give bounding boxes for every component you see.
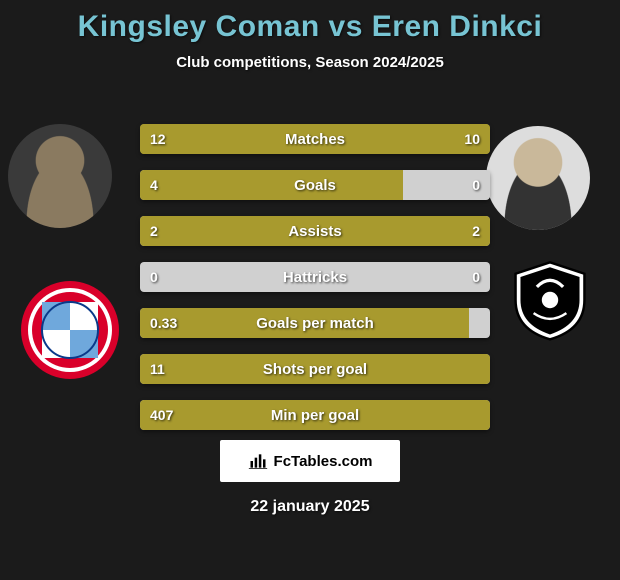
bar-chart-icon	[248, 451, 268, 471]
bar-background	[140, 262, 490, 292]
bar-fill-right	[315, 216, 490, 246]
player-right-photo	[486, 126, 590, 230]
comparison-card: Kingsley Coman vs Eren Dinkci Club compe…	[0, 0, 620, 580]
footer-date: 22 january 2025	[0, 498, 620, 516]
stat-row: 11Shots per goal	[140, 354, 490, 384]
freiburg-logo-icon	[509, 250, 591, 350]
page-title: Kingsley Coman vs Eren Dinkci	[0, 10, 620, 44]
bar-fill-left	[140, 170, 403, 200]
stat-row: 407Min per goal	[140, 400, 490, 430]
brand-text: FcTables.com	[274, 453, 373, 470]
stat-row: 00Hattricks	[140, 262, 490, 292]
club-right-logo	[500, 250, 600, 350]
stat-row: 0.33Goals per match	[140, 308, 490, 338]
club-left-logo	[20, 280, 120, 380]
avatar-placeholder-icon	[8, 124, 112, 228]
player-left-photo	[8, 124, 112, 228]
bayern-logo-icon	[20, 280, 120, 380]
stat-row: 1210Matches	[140, 124, 490, 154]
avatar-placeholder-icon	[486, 126, 590, 230]
bar-fill-left	[140, 354, 490, 384]
stats-bars: 1210Matches 40Goals 22Assists 00Hattricks 0.…	[140, 124, 490, 446]
bar-fill-left	[140, 308, 469, 338]
stat-row: 40Goals	[140, 170, 490, 200]
brand-badge: FcTables.com	[220, 440, 400, 482]
bar-fill-left	[140, 124, 490, 154]
bar-fill-left	[140, 216, 315, 246]
bar-fill-left	[140, 400, 490, 430]
subtitle: Club competitions, Season 2024/2025	[0, 54, 620, 71]
stat-row: 22Assists	[140, 216, 490, 246]
